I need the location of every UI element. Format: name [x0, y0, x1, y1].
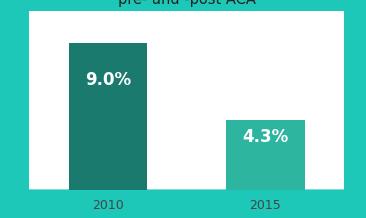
- Text: 9.0%: 9.0%: [85, 71, 131, 89]
- Bar: [226, 120, 305, 190]
- Text: 4.3%: 4.3%: [242, 128, 288, 146]
- Title: Minnesota’s uninsured rate
pre- and -post ACA: Minnesota’s uninsured rate pre- and -pos…: [86, 0, 287, 7]
- Bar: [69, 43, 147, 190]
